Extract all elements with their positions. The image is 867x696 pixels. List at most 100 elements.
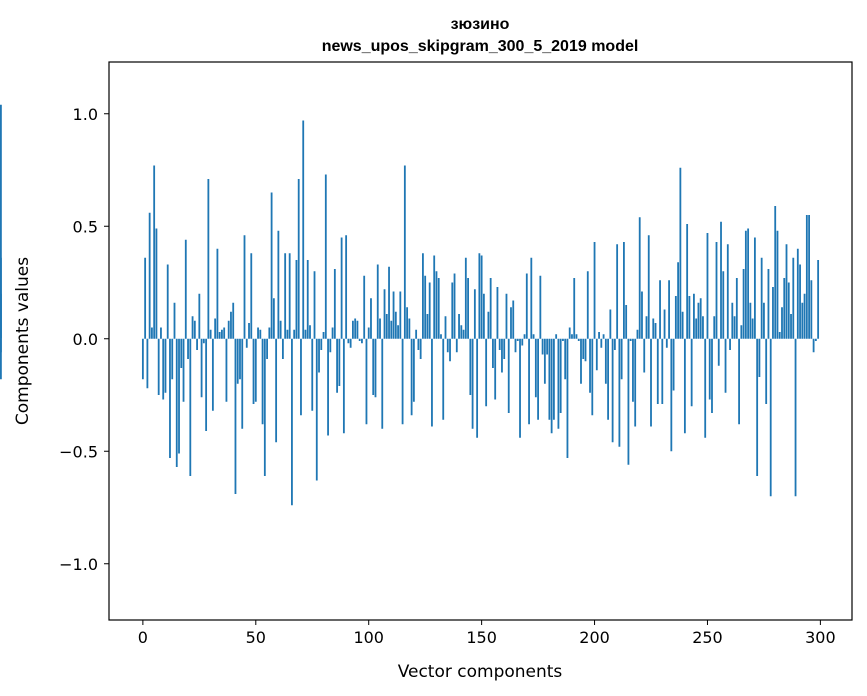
- bar: [275, 338, 278, 443]
- bar: [688, 296, 691, 339]
- bar: [787, 282, 790, 339]
- bar: [232, 302, 235, 339]
- bar: [230, 311, 232, 339]
- bar: [803, 293, 806, 339]
- bar: [756, 338, 759, 476]
- bar: [634, 338, 637, 427]
- bar: [408, 318, 411, 339]
- bar: [571, 334, 573, 339]
- bar: [372, 338, 375, 395]
- bar: [532, 334, 535, 339]
- bar: [162, 338, 165, 400]
- bar: [514, 338, 517, 353]
- bar: [392, 291, 395, 339]
- bar: [670, 338, 673, 452]
- bar: [785, 244, 788, 339]
- bar: [354, 318, 357, 339]
- bar: [810, 280, 813, 339]
- bar: [236, 338, 239, 384]
- bar: [510, 307, 512, 339]
- bar: [638, 217, 641, 339]
- bar: [193, 320, 196, 339]
- bar: [715, 242, 718, 339]
- bar: [340, 237, 343, 339]
- bar: [234, 338, 237, 494]
- x-tick-label: 50: [246, 628, 266, 647]
- bar: [683, 338, 686, 434]
- bar: [440, 334, 442, 339]
- bar: [573, 278, 576, 339]
- bar: [245, 338, 248, 348]
- bar: [480, 255, 483, 339]
- bar: [693, 293, 695, 339]
- bar: [403, 165, 406, 339]
- bar: [564, 338, 567, 380]
- bar: [665, 338, 668, 348]
- bar: [239, 338, 241, 380]
- bar: [304, 329, 307, 339]
- bar: [225, 338, 228, 402]
- bar: [187, 338, 189, 359]
- bar: [141, 338, 144, 380]
- bar: [211, 338, 214, 411]
- y-tick-label: 0.0: [73, 330, 98, 349]
- y-tick-label: 1.0: [73, 105, 98, 124]
- bar: [431, 338, 433, 427]
- bar: [541, 338, 544, 355]
- bar: [814, 338, 817, 341]
- bar: [390, 320, 393, 339]
- bar: [776, 230, 779, 339]
- bar: [376, 264, 379, 339]
- bar: [288, 253, 291, 339]
- bar: [697, 302, 700, 339]
- bar: [155, 228, 158, 339]
- bar: [462, 329, 465, 339]
- bar: [487, 311, 490, 339]
- bar: [695, 318, 698, 339]
- bar: [636, 329, 639, 339]
- bar: [175, 338, 178, 467]
- bar: [566, 338, 569, 458]
- bar: [505, 293, 508, 339]
- bar: [584, 338, 587, 362]
- bar: [702, 316, 704, 339]
- bar: [731, 302, 734, 339]
- y-tick-label: 0.5: [73, 217, 98, 236]
- bars-group: [0, 104, 820, 506]
- bar: [261, 338, 264, 425]
- bar: [489, 278, 492, 339]
- bar: [512, 300, 515, 339]
- bar: [209, 329, 212, 339]
- bar: [620, 338, 623, 380]
- bar: [437, 278, 440, 339]
- bar: [618, 338, 621, 447]
- bar: [412, 338, 415, 402]
- bar: [471, 338, 474, 429]
- bar: [426, 314, 429, 339]
- bar: [726, 244, 729, 339]
- bar: [699, 298, 702, 339]
- bar: [410, 338, 413, 416]
- bar: [647, 235, 650, 339]
- bar: [216, 248, 219, 339]
- bar: [277, 230, 280, 339]
- bar: [519, 338, 521, 438]
- bar: [166, 264, 169, 339]
- bar: [302, 120, 305, 339]
- bar: [523, 334, 526, 339]
- bar: [805, 215, 808, 339]
- bar: [537, 338, 539, 420]
- bar: [501, 338, 503, 373]
- bar: [0, 338, 2, 353]
- bar: [613, 338, 616, 350]
- bar: [794, 338, 797, 497]
- bar: [672, 338, 675, 391]
- bar: [679, 167, 682, 339]
- bar: [180, 338, 183, 368]
- plot-frame: [108, 61, 853, 621]
- bar: [568, 327, 571, 339]
- bar: [494, 338, 497, 400]
- bar: [365, 338, 368, 425]
- bar: [352, 320, 354, 339]
- bar: [577, 338, 580, 341]
